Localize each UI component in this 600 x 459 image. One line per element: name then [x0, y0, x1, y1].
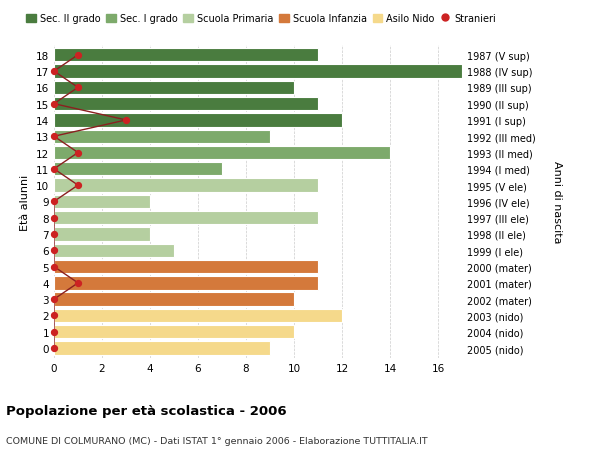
Bar	[54, 212, 318, 225]
Legend: Sec. II grado, Sec. I grado, Scuola Primaria, Scuola Infanzia, Asilo Nido, Stran: Sec. II grado, Sec. I grado, Scuola Prim…	[22, 10, 500, 28]
Point	[49, 247, 59, 254]
Bar	[54, 114, 342, 127]
Point	[73, 52, 83, 59]
Bar	[54, 244, 174, 257]
Bar	[54, 98, 318, 111]
Point	[49, 214, 59, 222]
Point	[49, 328, 59, 336]
Bar	[54, 179, 318, 192]
Bar	[54, 309, 342, 322]
Point	[49, 133, 59, 140]
Point	[49, 101, 59, 108]
Text: Popolazione per età scolastica - 2006: Popolazione per età scolastica - 2006	[6, 404, 287, 417]
Bar	[54, 341, 270, 355]
Y-axis label: Età alunni: Età alunni	[20, 174, 31, 230]
Y-axis label: Anni di nascita: Anni di nascita	[552, 161, 562, 243]
Point	[49, 345, 59, 352]
Bar	[54, 260, 318, 274]
Bar	[54, 163, 222, 176]
Point	[49, 296, 59, 303]
Point	[73, 84, 83, 92]
Bar	[54, 277, 318, 290]
Point	[73, 280, 83, 287]
Bar	[54, 49, 318, 62]
Bar	[54, 82, 294, 95]
Bar	[54, 228, 150, 241]
Bar	[54, 65, 462, 78]
Point	[49, 198, 59, 206]
Point	[49, 312, 59, 319]
Point	[73, 182, 83, 190]
Bar	[54, 325, 294, 339]
Point	[49, 231, 59, 238]
Point	[49, 68, 59, 76]
Bar	[54, 146, 390, 160]
Point	[121, 117, 131, 124]
Point	[49, 166, 59, 173]
Bar	[54, 293, 294, 306]
Bar	[54, 195, 150, 209]
Point	[73, 150, 83, 157]
Bar	[54, 130, 270, 144]
Point	[49, 263, 59, 271]
Text: COMUNE DI COLMURANO (MC) - Dati ISTAT 1° gennaio 2006 - Elaborazione TUTTITALIA.: COMUNE DI COLMURANO (MC) - Dati ISTAT 1°…	[6, 436, 428, 445]
